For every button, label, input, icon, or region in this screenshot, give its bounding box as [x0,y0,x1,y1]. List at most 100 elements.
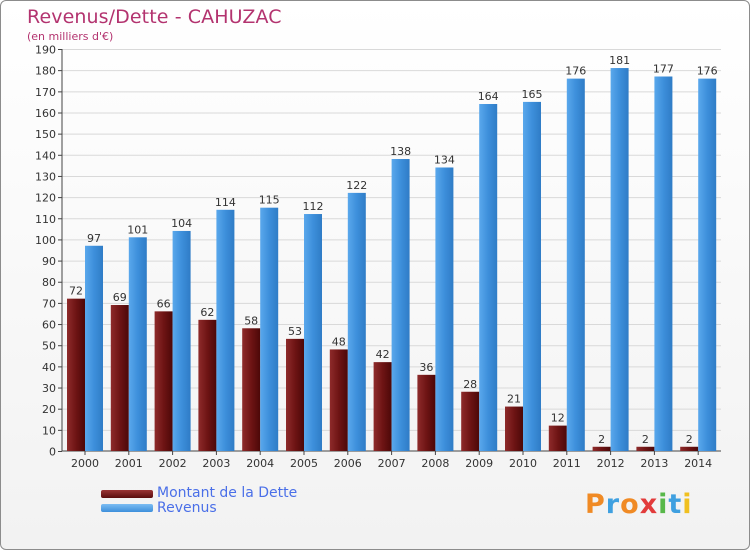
data-label-debt: 42 [376,348,390,361]
bar-debt [286,338,304,451]
y-tick-label: 130 [35,170,56,183]
bar-debt [110,305,129,451]
data-label-debt: 12 [551,412,565,425]
data-label-revenue: 97 [87,232,101,245]
data-label-debt: 72 [69,285,83,298]
bar-debt [242,328,261,451]
y-tick-label: 60 [42,319,56,332]
data-label-revenue: 112 [303,200,324,213]
bar-debt [198,319,217,451]
y-tick-label: 30 [42,382,56,395]
logo-letter: i [658,489,669,520]
data-label-revenue: 101 [127,223,148,236]
bar-revenue [610,68,629,451]
data-label-revenue: 122 [346,179,367,192]
y-tick-label: 110 [35,213,56,226]
legend-label-revenue: Revenus [157,500,217,516]
logo-letter: o [620,489,640,520]
logo-letter: i [682,489,693,520]
data-label-revenue: 114 [215,196,236,209]
x-axis-ticks: 2000 2001 2002 2003 2004 2005 2006 2007 2008 2009… [71,451,712,470]
y-tick-label: 180 [35,65,56,78]
y-tick-label: 20 [42,403,56,416]
bar-revenue [260,207,279,451]
y-tick-label: 160 [35,107,56,120]
chart-title: Revenus/Dette - CAHUZAC [27,6,282,28]
x-tick-label: 2012 [597,457,625,470]
data-label-debt: 48 [332,335,346,348]
data-label-debt: 28 [463,378,477,391]
data-label-debt: 2 [642,433,649,446]
x-tick-label: 2000 [71,457,99,470]
y-axis-ticks: 0 10 20 30 40 50 60 70 80 90 100 110 120 130 140 150 160… [35,44,62,459]
data-label-debt: 62 [200,306,214,319]
data-label-debt: 66 [157,297,171,310]
data-label-debt: 21 [507,393,521,406]
x-tick-label: 2002 [159,457,187,470]
bar-debt [505,406,523,451]
x-tick-label: 2013 [640,457,668,470]
bar-revenue [698,78,717,451]
y-tick-label: 190 [35,44,56,57]
bar-debt [636,446,655,451]
bar-debt [329,349,348,451]
x-tick-label: 2001 [115,457,143,470]
legend-swatch-debt [101,490,153,498]
logo-letter: t [668,489,683,520]
x-tick-label: 2003 [202,457,230,470]
bar-debt [417,374,436,451]
data-label-revenue: 134 [434,153,455,166]
bar-revenue [479,104,498,451]
data-label-revenue: 176 [697,65,718,78]
x-tick-label: 2008 [421,457,449,470]
y-tick-label: 120 [35,192,56,205]
x-tick-label: 2006 [334,457,362,470]
x-tick-label: 2009 [465,457,493,470]
y-tick-label: 10 [42,424,56,437]
x-tick-label: 2010 [509,457,537,470]
bar-revenue [435,167,454,452]
bar-revenue [304,214,322,451]
y-tick-label: 70 [42,297,56,310]
logo-letter: x [639,489,659,520]
y-tick-label: 0 [49,446,56,459]
bar-debt [548,425,567,451]
proxiti-logo: Proxiti [585,489,693,520]
y-tick-label: 50 [42,340,56,353]
bar-revenue [128,237,147,451]
bar-revenue [523,101,541,451]
bar-debt [592,446,611,451]
data-label-revenue: 164 [478,90,499,103]
logo-letter: P [585,489,606,520]
y-tick-label: 100 [35,234,56,247]
x-tick-label: 2011 [553,457,581,470]
x-tick-label: 2005 [290,457,318,470]
data-label-revenue: 115 [259,194,280,207]
bar-revenue [85,245,103,451]
bar-debt [461,391,480,451]
logo-letter: r [605,489,621,520]
x-tick-label: 2014 [684,457,712,470]
bar-revenue [216,209,235,451]
data-label-revenue: 104 [171,217,192,230]
y-tick-label: 170 [35,86,56,99]
data-label-revenue: 181 [609,54,630,67]
data-label-revenue: 165 [522,88,543,101]
data-label-revenue: 177 [653,63,674,76]
x-tick-label: 2004 [246,457,274,470]
bar-debt [373,362,392,451]
y-tick-label: 80 [42,276,56,289]
y-tick-label: 40 [42,361,56,374]
bar-revenue [347,192,366,451]
y-tick-label: 90 [42,255,56,268]
data-label-debt: 69 [113,291,127,304]
bar-revenue [172,230,191,451]
bars: 7297691016610462114581155311248122421383… [67,54,718,452]
data-label-debt: 53 [288,325,302,338]
chart-subtitle: (en milliers d'€) [27,30,114,43]
x-tick-label: 2007 [378,457,406,470]
bar-revenue [566,78,585,451]
data-label-debt: 58 [244,314,258,327]
